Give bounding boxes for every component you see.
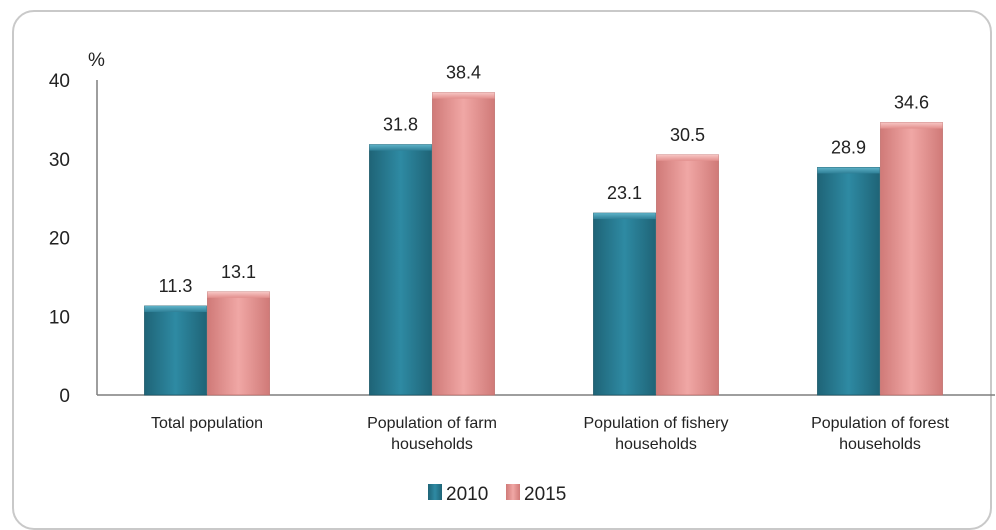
y-axis-unit: % [88,50,105,71]
y-ticks: 0 10 20 30 40 [49,71,70,407]
data-label: 38.4 [446,63,481,83]
legend-swatch-2015 [506,484,520,500]
data-label: 13.1 [221,262,256,282]
x-tick-label: Total population [151,415,263,432]
x-tick-label: Population of farm [367,415,497,432]
x-tick-label: households [839,436,921,453]
bar-2010-0 [144,305,207,396]
data-label: 30.5 [670,125,705,145]
bars [144,92,943,396]
data-label: 31.8 [383,115,418,135]
legend: 2010 2015 [428,484,566,505]
data-label: 11.3 [159,276,193,296]
data-labels: 11.3 31.8 23.1 28.9 13.1 38.4 30.5 34.6 [159,63,929,296]
bar-cap-2015-3 [880,122,943,129]
legend-label-2010: 2010 [446,484,488,505]
legend-label-2015: 2015 [524,484,566,505]
x-tick-label: households [615,436,697,453]
bar-2010-2 [593,212,656,396]
bar-2015-3 [880,122,943,396]
x-tick-label: households [391,436,473,453]
data-label: 23.1 [607,183,642,203]
y-tick-label: 20 [49,229,70,250]
bar-cap-2015-1 [432,92,495,99]
legend-item-2010: 2010 [428,484,488,505]
x-tick-label: Population of fishery [584,415,729,432]
bar-cap-2015-0 [207,291,270,298]
data-label: 28.9 [831,137,866,157]
bar-chart: % 0 10 20 30 40 11.3 31.8 23.1 28.9 13.1 38.4 30.5… [49,50,995,505]
legend-swatch-2010 [428,484,442,500]
bar-2015-0 [207,291,270,396]
bar-2010-3 [817,167,880,396]
x-tick-label: Population of forest [811,415,949,432]
x-labels: Total population Population of farm househ… [151,415,950,453]
bar-cap-2015-2 [656,154,719,161]
bar-cap-2010-3 [817,167,880,174]
data-label: 34.6 [894,93,929,113]
y-tick-label: 10 [49,307,70,328]
bar-2015-1 [432,92,495,396]
bar-cap-2010-0 [144,306,207,313]
legend-item-2015: 2015 [506,484,566,505]
y-tick-label: 30 [49,150,70,171]
bar-cap-2010-1 [369,144,432,151]
bar-2015-2 [656,154,719,396]
bar-cap-2010-2 [593,213,656,220]
y-tick-label: 0 [59,386,70,407]
bar-2010-1 [369,144,432,396]
y-tick-label: 40 [49,71,70,92]
